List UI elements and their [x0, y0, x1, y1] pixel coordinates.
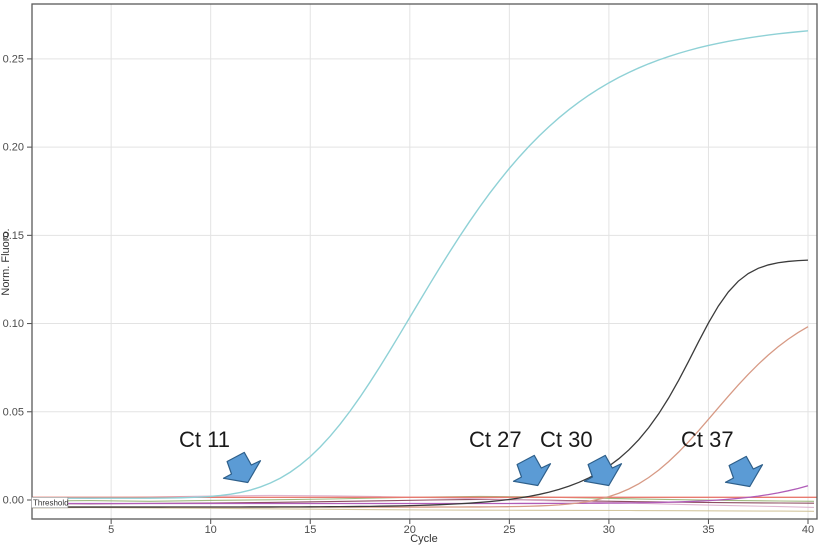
svg-text:0.10: 0.10: [3, 318, 24, 330]
svg-text:Ct 27: Ct 27: [469, 427, 522, 452]
svg-text:Ct 11: Ct 11: [179, 427, 230, 452]
svg-text:10: 10: [205, 524, 217, 536]
svg-text:15: 15: [304, 524, 316, 536]
svg-text:Threshold: Threshold: [33, 498, 69, 507]
svg-text:35: 35: [702, 524, 714, 536]
svg-text:0.00: 0.00: [3, 495, 24, 507]
svg-text:Ct 30: Ct 30: [540, 427, 593, 452]
svg-text:0.25: 0.25: [3, 53, 24, 65]
svg-text:30: 30: [603, 524, 615, 536]
svg-text:0.20: 0.20: [3, 142, 24, 154]
svg-text:40: 40: [802, 524, 814, 536]
svg-text:Cycle: Cycle: [410, 533, 438, 545]
svg-text:0.05: 0.05: [3, 406, 24, 418]
svg-text:Ct 37: Ct 37: [681, 427, 734, 452]
svg-text:5: 5: [108, 524, 114, 536]
svg-text:Norm. Fluoro.: Norm. Fluoro.: [0, 228, 12, 295]
svg-text:25: 25: [503, 524, 515, 536]
